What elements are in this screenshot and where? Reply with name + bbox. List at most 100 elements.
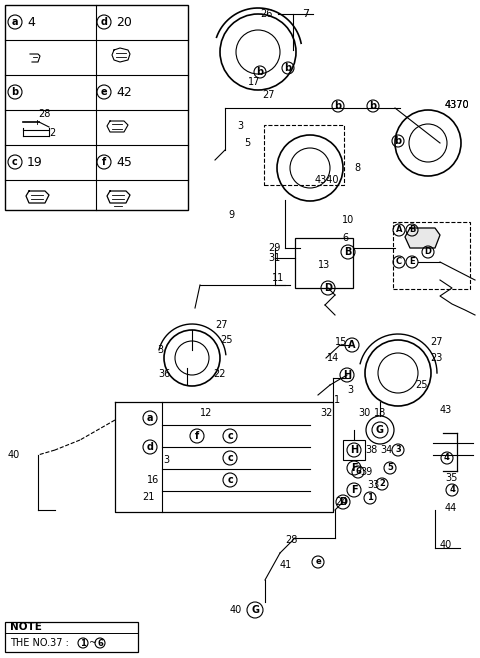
Text: c: c [227, 475, 233, 485]
Text: D: D [324, 283, 332, 293]
Text: G: G [251, 605, 259, 615]
Text: 6: 6 [342, 233, 348, 243]
Text: 4: 4 [27, 16, 35, 28]
Text: 3: 3 [395, 445, 401, 455]
Text: 5: 5 [387, 463, 393, 472]
Text: 11: 11 [272, 273, 284, 283]
Text: 2: 2 [379, 480, 385, 488]
Text: 41: 41 [280, 560, 292, 570]
Bar [393, 222, 470, 289]
Text: a: a [12, 17, 18, 27]
Text: 4: 4 [444, 453, 450, 463]
Text: e: e [101, 87, 108, 97]
Text: 3: 3 [163, 455, 169, 465]
Text: 5: 5 [244, 138, 250, 148]
Text: 38: 38 [365, 445, 377, 455]
Text: 28: 28 [38, 109, 50, 119]
Text: f: f [102, 157, 106, 167]
Text: A: A [348, 340, 356, 350]
Bar [264, 125, 344, 185]
Text: 27: 27 [262, 90, 275, 100]
Text: F: F [351, 463, 357, 473]
Text: NOTE: NOTE [10, 622, 42, 632]
Text: 21: 21 [142, 492, 155, 502]
Text: 19: 19 [27, 155, 43, 168]
Text: b: b [370, 101, 377, 111]
Text: 8: 8 [354, 163, 360, 173]
Polygon shape [405, 228, 440, 248]
Text: 35: 35 [445, 473, 457, 483]
Text: H: H [343, 370, 351, 380]
Text: 1: 1 [367, 494, 373, 503]
Text: 34: 34 [381, 445, 393, 455]
Text: c: c [227, 431, 233, 441]
Text: 42: 42 [116, 86, 132, 99]
Text: 10: 10 [342, 215, 354, 225]
Text: a: a [147, 413, 153, 423]
Text: 14: 14 [327, 353, 339, 363]
Text: 1: 1 [334, 395, 340, 405]
Text: B: B [344, 247, 352, 257]
Text: 44: 44 [445, 503, 457, 513]
Text: G: G [376, 425, 384, 435]
Text: 3: 3 [347, 385, 353, 395]
Text: 12: 12 [200, 408, 212, 418]
Text: b: b [335, 101, 342, 111]
Text: c: c [227, 453, 233, 463]
Text: 27: 27 [430, 337, 443, 347]
Text: 3: 3 [157, 345, 163, 355]
Text: b: b [285, 63, 291, 73]
Text: 16: 16 [147, 475, 159, 485]
Bar [295, 238, 353, 288]
Text: 7: 7 [302, 9, 309, 19]
Text: 23: 23 [430, 353, 443, 363]
Text: e: e [315, 557, 321, 567]
Text: 4: 4 [449, 486, 455, 495]
Text: A: A [396, 226, 402, 234]
Text: 40: 40 [440, 540, 452, 550]
Text: 25: 25 [220, 335, 232, 345]
Text: D: D [339, 497, 347, 507]
Text: 17: 17 [248, 77, 260, 87]
Text: b: b [395, 136, 402, 146]
Text: 39: 39 [360, 467, 372, 477]
Text: 2: 2 [49, 128, 55, 138]
Text: ~: ~ [89, 638, 97, 648]
Text: 13: 13 [318, 260, 330, 270]
Text: 43: 43 [440, 405, 452, 415]
Text: 30: 30 [358, 408, 370, 418]
Text: d: d [146, 442, 154, 452]
Text: 29: 29 [268, 243, 280, 253]
Text: B: B [409, 226, 415, 234]
Text: 32: 32 [320, 408, 332, 418]
Text: 40: 40 [8, 450, 20, 460]
Text: 45: 45 [116, 155, 132, 168]
Text: 36: 36 [158, 369, 170, 379]
Text: 40: 40 [230, 605, 242, 615]
Text: 1: 1 [80, 638, 86, 647]
Text: 26: 26 [260, 9, 272, 19]
Text: 27: 27 [215, 320, 228, 330]
Text: 6: 6 [355, 467, 361, 476]
Text: H: H [350, 445, 358, 455]
Text: c: c [12, 157, 18, 167]
Text: 4370: 4370 [445, 100, 469, 110]
Text: 20: 20 [116, 16, 132, 28]
Text: 22: 22 [213, 369, 226, 379]
Text: b: b [256, 67, 264, 77]
Text: C: C [396, 257, 402, 266]
Text: 24: 24 [336, 497, 348, 507]
Text: 4340: 4340 [315, 175, 339, 185]
Text: 4370: 4370 [445, 100, 469, 110]
Text: D: D [424, 247, 432, 257]
Text: THE NO.37 :: THE NO.37 : [10, 638, 72, 648]
Text: 6: 6 [97, 638, 103, 647]
Text: 28: 28 [285, 535, 298, 545]
Text: d: d [100, 17, 108, 27]
Bar [5, 622, 138, 652]
Bar [343, 440, 365, 460]
Bar [5, 5, 188, 210]
Text: 3: 3 [237, 121, 243, 131]
Text: F: F [351, 485, 357, 495]
Text: 33: 33 [368, 480, 380, 490]
